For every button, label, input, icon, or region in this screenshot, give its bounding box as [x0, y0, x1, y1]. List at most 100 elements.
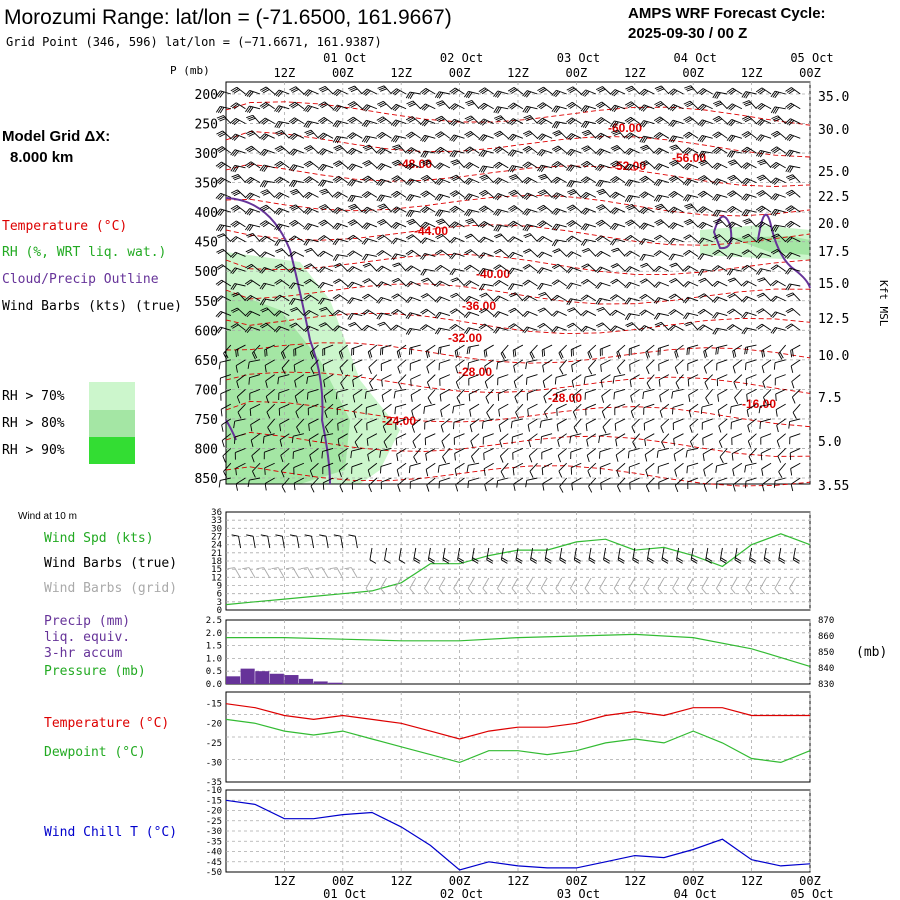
wind-barb-feather — [421, 191, 429, 197]
wind-barb — [789, 418, 801, 423]
wind-barb-feather — [719, 456, 724, 464]
wind-barb-feather — [613, 106, 619, 113]
wind-barb-feather — [423, 177, 431, 182]
wind-barb-feather — [511, 104, 518, 110]
wind-barb-feather — [478, 189, 486, 195]
wind-barb-feather — [260, 307, 268, 312]
wind-barb-feather — [453, 151, 458, 158]
wind-barb-feather — [304, 310, 311, 317]
wind-barb-feather — [686, 88, 694, 92]
wind-barb-feather — [525, 178, 532, 185]
wind-barb-feather — [672, 147, 679, 151]
wind-chill-tick-label: -50 — [206, 868, 222, 878]
wind-barb-feather — [699, 135, 705, 142]
temperature-contour-label: -52.00 — [612, 159, 646, 173]
wind-barb-feather — [377, 321, 385, 326]
wind-barb-feather — [319, 306, 327, 311]
wind-barb-feather — [626, 87, 634, 91]
wind-barb-feather — [480, 324, 487, 330]
wind-barb — [702, 433, 713, 439]
wind-barb — [482, 418, 494, 423]
wind-barb-true-feather — [691, 557, 698, 562]
wind-barb-feather — [368, 367, 372, 374]
temperature-tick-label: -15 — [206, 700, 222, 710]
wind-barb-feather — [465, 132, 473, 137]
wind-barb-feather — [303, 238, 309, 246]
wind-barb-feather — [615, 454, 619, 462]
pressure-line — [226, 633, 811, 667]
wind-barb-feather — [511, 222, 518, 228]
wind-barb-feather — [715, 149, 722, 155]
wind-barb-feather — [511, 192, 518, 197]
wind-barb-feather — [347, 195, 352, 202]
wind-barb — [628, 448, 640, 452]
wind-barb-feather — [757, 191, 765, 196]
wind-barb-feather — [219, 163, 226, 169]
wind-barb-feather — [420, 175, 428, 180]
wind-barb-feather — [391, 293, 398, 298]
wind-barb-feather — [581, 145, 588, 150]
wind-barb-feather — [292, 180, 298, 188]
wind-barb-feather — [645, 351, 649, 359]
wind-barb — [483, 462, 494, 470]
wind-barb-feather — [348, 85, 355, 90]
wind-barb-feather — [309, 470, 314, 478]
wind-barb-feather — [353, 410, 357, 418]
wind-barb-feather — [744, 148, 751, 154]
wind-barb-true — [238, 536, 242, 549]
wind-barb-feather — [361, 309, 368, 315]
wind-barb — [410, 359, 421, 365]
wind-barb-feather — [653, 116, 661, 122]
wind-barb-feather — [537, 322, 544, 328]
wind-barb-feather — [408, 164, 415, 171]
wind-barb-feather — [398, 382, 402, 390]
wind-at-10m-title: Wind at 10 m — [18, 511, 77, 522]
wind-barb-true-feather — [618, 557, 625, 562]
wind-barb-feather — [215, 279, 222, 285]
wind-barb-grid-feather — [716, 588, 722, 595]
wind-barb — [310, 477, 319, 487]
wind-barb-feather — [405, 116, 413, 121]
wind-barb-feather — [467, 133, 474, 138]
wind-barb-feather — [393, 145, 401, 150]
wind-barb-feather — [684, 117, 692, 122]
wind-tick-label: 33 — [211, 516, 222, 526]
wind-barb-feather — [742, 163, 749, 169]
wind-barb-feather — [320, 435, 323, 443]
wind-barb — [526, 374, 538, 379]
wind-barb-feather — [303, 278, 311, 284]
wind-barb-feather — [714, 210, 719, 217]
wind-barb-feather — [582, 295, 589, 301]
wind-barb — [705, 389, 714, 399]
wind-barb-grid-feather — [438, 588, 444, 595]
wind-barb — [644, 418, 655, 424]
wind-barb — [351, 448, 363, 452]
pressure-tick-label: 600 — [195, 324, 218, 339]
wind-barb-feather — [391, 135, 396, 142]
wind-barb-feather — [421, 104, 428, 110]
wind-barb-feather — [624, 281, 630, 288]
wind-barb-feather — [522, 208, 528, 215]
wind-barb-grid — [774, 577, 782, 589]
wind-barb-feather — [305, 223, 311, 230]
wind-barb-feather — [450, 206, 458, 212]
wind-barb-feather — [646, 350, 650, 358]
wind-barb-feather — [478, 236, 485, 243]
wind-barb-feather — [759, 135, 765, 142]
wind-barb-feather — [365, 147, 373, 151]
wind-barb-feather — [509, 221, 516, 227]
wind-barb-feather — [495, 131, 502, 137]
wind-barb-feather — [423, 90, 430, 96]
wind-barb — [235, 477, 246, 485]
wind-barb-feather — [682, 296, 689, 303]
wind-barb-feather — [478, 323, 485, 329]
wind-barb-grid — [730, 577, 738, 589]
wind-barb-feather — [496, 480, 499, 488]
wind-barb-feather — [233, 104, 240, 110]
wind-barb-feather — [785, 102, 792, 108]
wind-barb — [687, 448, 699, 452]
wind-barb-grid-feather — [643, 588, 649, 595]
wind-barb-feather — [640, 223, 647, 230]
wind-barb-grid — [453, 577, 460, 589]
